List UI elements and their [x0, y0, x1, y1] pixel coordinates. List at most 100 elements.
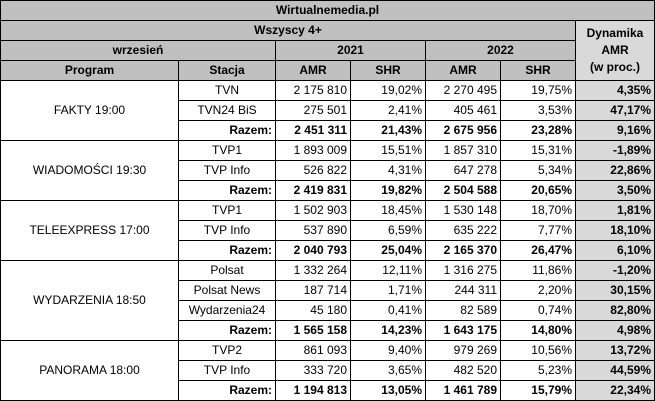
shr-2021-cell: 13,05%: [350, 380, 426, 401]
shr-2021-cell: 15,51%: [350, 140, 426, 161]
audience-subtitle: Wszyscy 4+: [0, 20, 576, 41]
table-row: PANORAMA 18:00 TVP2 861 093 9,40% 979 269 10,…: [0, 340, 655, 401]
amr-2022-cell: 2 504 588: [425, 180, 501, 201]
shr-2022-cell: 3,53%: [500, 100, 576, 121]
table-row: TELEEXPRESS 17:00 TVP1 1 502 903 18,45% 1 53…: [0, 200, 655, 261]
station-name-cell: TVP Info: [178, 160, 276, 181]
shr-2021-cell: 1,71%: [350, 280, 426, 301]
station-name-cell: Wydarzenia24: [178, 300, 276, 321]
shr-2022-cell: 20,65%: [500, 180, 576, 201]
table-row: FAKTY 19:00 TVN 2 175 810 19,02% 2 270 495 19…: [0, 80, 655, 141]
table-row: Razem: 1 565 158 14,23% 1 643 175 14,80% 4,98…: [1, 320, 655, 341]
amr-2021-cell: 1 502 903: [275, 200, 351, 221]
program-name-cell: WIADOMOŚCI 19:30: [0, 140, 179, 201]
shr-2022-cell: 15,79%: [500, 380, 576, 401]
amr-2022-column-header: AMR: [425, 60, 501, 81]
station-name-cell: TVP1: [178, 140, 276, 161]
program-name-cell: TELEEXPRESS 17:00: [0, 200, 179, 261]
amr-2022-cell: 1 316 275: [425, 260, 501, 281]
total-label-cell: Razem:: [178, 120, 276, 141]
shr-2021-cell: 2,41%: [350, 100, 426, 121]
dynamics-cell: 22,86%: [575, 160, 655, 181]
station-name-cell: TVP1: [178, 200, 276, 221]
amr-2021-cell: 2 175 810: [275, 80, 351, 101]
total-label-cell: Razem:: [178, 240, 276, 261]
total-label-cell: Razem:: [178, 180, 276, 201]
program-name-cell: FAKTY 19:00: [0, 80, 179, 141]
year-2022-header: 2022: [425, 40, 576, 61]
shr-2022-cell: 10,56%: [500, 340, 576, 361]
shr-2021-cell: 25,04%: [350, 240, 426, 261]
shr-2021-cell: 9,40%: [350, 340, 426, 361]
shr-2022-cell: 14,80%: [500, 320, 576, 341]
amr-2021-cell: 333 720: [275, 360, 351, 381]
shr-2021-cell: 0,41%: [350, 300, 426, 321]
shr-2022-cell: 5,34%: [500, 160, 576, 181]
shr-2022-cell: 11,86%: [500, 260, 576, 281]
station-name-cell: TVP2: [178, 340, 276, 361]
amr-2021-cell: 1 194 813: [275, 380, 351, 401]
shr-2022-cell: 18,70%: [500, 200, 576, 221]
shr-2022-column-header: SHR: [500, 60, 576, 81]
dynamics-cell: -1,20%: [575, 260, 655, 281]
dynamics-cell: 1,81%: [575, 200, 655, 221]
shr-2021-cell: 19,82%: [350, 180, 426, 201]
shr-2022-cell: 26,47%: [500, 240, 576, 261]
station-name-cell: TVN24 BiS: [178, 100, 276, 121]
dynamics-cell: 13,72%: [575, 340, 655, 361]
amr-2022-cell: 1 857 310: [425, 140, 501, 161]
amr-2021-cell: 1 332 264: [275, 260, 351, 281]
amr-2021-cell: 2 451 311: [275, 120, 351, 141]
amr-2022-cell: 1 530 148: [425, 200, 501, 221]
table-row: Razem: 1 194 813 13,05% 1 461 789 15,79% 22,3…: [1, 380, 655, 401]
amr-2021-cell: 2 040 793: [275, 240, 351, 261]
dynamics-cell: 22,34%: [575, 380, 655, 401]
amr-2022-cell: 2 270 495: [425, 80, 501, 101]
amr-2022-cell: 82 589: [425, 300, 501, 321]
shr-2022-cell: 15,31%: [500, 140, 576, 161]
amr-2022-cell: 482 520: [425, 360, 501, 381]
dynamics-cell: 18,10%: [575, 220, 655, 241]
dynamics-header: Dynamika AMR (w proc.): [575, 20, 655, 81]
table-row: TVN24 BiS 275 501 2,41% 405 461 3,53% 47,17%: [1, 100, 655, 121]
amr-2022-cell: 2 165 370: [425, 240, 501, 261]
amr-2021-cell: 861 093: [275, 340, 351, 361]
dynamics-header-line-2: AMR: [601, 43, 629, 57]
amr-2022-cell: 635 222: [425, 220, 501, 241]
year-2021-header: 2021: [275, 40, 426, 61]
dynamics-header-line-1: Dynamika: [586, 26, 644, 40]
program-name-cell: WYDARZENIA 18:50: [0, 260, 179, 341]
program-column-header: Program: [0, 60, 179, 81]
amr-2021-cell: 187 714: [275, 280, 351, 301]
shr-2021-cell: 14,23%: [350, 320, 426, 341]
shr-2022-cell: 0,74%: [500, 300, 576, 321]
shr-2022-cell: 7,77%: [500, 220, 576, 241]
shr-2021-cell: 3,65%: [350, 360, 426, 381]
table-body: FAKTY 19:00 TVN 2 175 810 19,02% 2 270 495 19…: [0, 80, 655, 401]
amr-2021-cell: 1 565 158: [275, 320, 351, 341]
amr-2022-cell: 405 461: [425, 100, 501, 121]
shr-2021-column-header: SHR: [350, 60, 426, 81]
dynamics-cell: 82,80%: [575, 300, 655, 321]
dynamics-cell: 4,98%: [575, 320, 655, 341]
amr-2021-cell: 526 822: [275, 160, 351, 181]
month-header: wrzesień: [0, 40, 276, 61]
table-row: WIADOMOŚCI 19:30 TVP1 1 893 009 15,51% 1 857…: [0, 140, 655, 201]
station-column-header: Stacja: [178, 60, 276, 81]
amr-2022-cell: 647 278: [425, 160, 501, 181]
shr-2021-cell: 18,45%: [350, 200, 426, 221]
total-label-cell: Razem:: [178, 380, 276, 401]
table-row: Razem: 2 419 831 19,82% 2 504 588 20,65% 3,50…: [1, 180, 655, 201]
shr-2021-cell: 12,11%: [350, 260, 426, 281]
amr-2022-cell: 1 643 175: [425, 320, 501, 341]
station-name-cell: TVP Info: [178, 220, 276, 241]
amr-2022-cell: 979 269: [425, 340, 501, 361]
amr-2021-cell: 1 893 009: [275, 140, 351, 161]
shr-2022-cell: 23,28%: [500, 120, 576, 141]
shr-2022-cell: 19,75%: [500, 80, 576, 101]
amr-2021-column-header: AMR: [275, 60, 351, 81]
shr-2021-cell: 19,02%: [350, 80, 426, 101]
station-name-cell: Polsat News: [178, 280, 276, 301]
